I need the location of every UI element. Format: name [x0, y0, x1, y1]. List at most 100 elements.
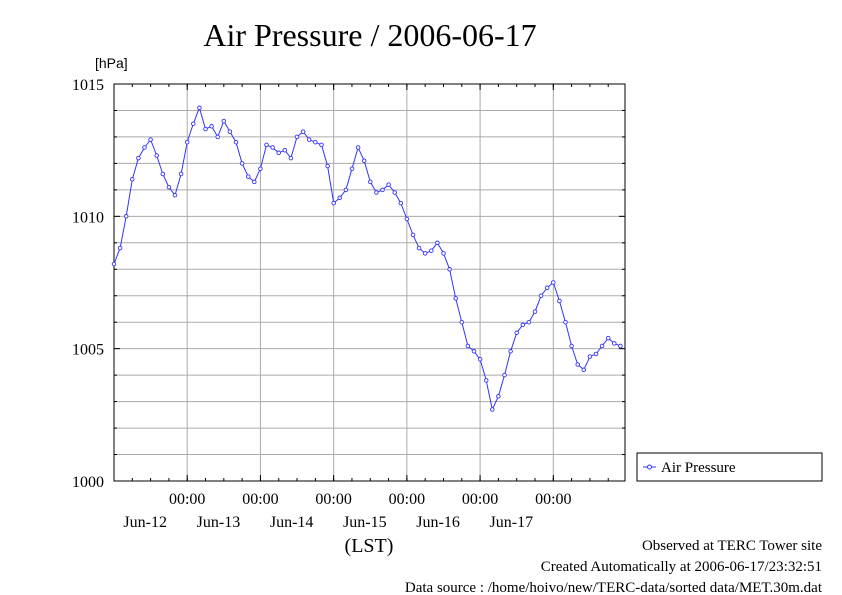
data-point	[599, 343, 605, 349]
x-tick-hour-label: 00:00	[535, 491, 571, 508]
data-point	[276, 150, 281, 156]
data-point	[477, 357, 483, 362]
data-point	[612, 341, 617, 346]
data-point	[178, 171, 184, 177]
data-point	[422, 251, 428, 256]
data-point	[416, 245, 422, 251]
x-tick-hour-label: 00:00	[389, 491, 425, 508]
data-point	[239, 161, 245, 166]
data-point	[294, 134, 300, 140]
data-point	[215, 134, 220, 140]
data-point	[526, 319, 532, 325]
data-point	[142, 145, 147, 150]
data-point	[300, 129, 306, 134]
data-point	[581, 367, 587, 373]
data-point	[306, 137, 312, 142]
data-point	[410, 232, 416, 238]
site-note: Observed at TERC Tower site	[642, 538, 822, 554]
data-point	[496, 394, 501, 399]
data-point	[258, 166, 263, 171]
grid-lines	[114, 84, 625, 481]
legend-label: Air Pressure	[661, 460, 736, 476]
y-tick-label: 1000	[72, 474, 104, 491]
data-point	[111, 261, 117, 267]
x-tick-hour-label: 00:00	[242, 491, 278, 508]
y-tick-label: 1010	[72, 209, 104, 226]
data-point	[374, 190, 379, 195]
legend-marker-symbol	[647, 464, 652, 470]
data-point	[349, 166, 355, 171]
data-point	[288, 155, 294, 161]
data-point	[483, 378, 489, 383]
created-note: Created Automatically at 2006-06-17/23:3…	[541, 559, 822, 575]
plot-frame	[113, 83, 626, 482]
data-point	[117, 245, 123, 251]
data-point	[368, 179, 373, 185]
air-pressure-points	[111, 105, 623, 412]
data-point	[471, 349, 477, 354]
data-point	[490, 407, 495, 412]
data-point	[587, 354, 593, 359]
data-point	[361, 158, 367, 164]
x-tick-date-label: Jun-12	[123, 514, 167, 531]
data-source-note: Data source : /home/hoivo/new/TERC-data/…	[405, 580, 823, 595]
air-pressure-line	[113, 106, 621, 412]
data-point	[233, 139, 239, 145]
data-point	[593, 351, 599, 357]
data-point	[282, 147, 288, 153]
x-tick-date-label: Jun-17	[490, 514, 534, 531]
x-tick-date-label: Jun-15	[343, 514, 387, 531]
data-point	[245, 174, 251, 179]
data-point	[520, 322, 526, 328]
x-tick-date-label: Jun-13	[197, 514, 241, 531]
data-point	[605, 335, 611, 341]
x-axis-label: (LST)	[345, 535, 394, 557]
x-tick-date-label: Jun-16	[416, 514, 460, 531]
data-point	[148, 137, 153, 142]
data-point	[453, 296, 458, 301]
data-point	[343, 187, 349, 193]
data-point	[191, 121, 196, 126]
x-tick-hour-label: 00:00	[315, 491, 351, 508]
data-point	[264, 142, 269, 148]
data-point	[514, 330, 519, 336]
legend-box	[636, 452, 823, 482]
data-point	[331, 200, 336, 206]
data-point	[136, 155, 141, 161]
data-point	[184, 139, 190, 145]
data-point	[325, 163, 330, 169]
data-point	[313, 139, 318, 145]
y-axis-unit: [hPa]	[95, 55, 128, 71]
data-point	[557, 298, 562, 304]
data-point	[459, 319, 465, 325]
data-point	[508, 349, 513, 354]
data-point	[435, 240, 440, 246]
data-point	[166, 184, 172, 190]
legend: Air Pressure	[636, 452, 823, 482]
data-point	[544, 285, 550, 291]
data-point	[447, 267, 452, 272]
data-point	[270, 145, 275, 150]
data-point	[154, 153, 159, 158]
data-point	[398, 200, 404, 206]
data-point	[392, 190, 397, 195]
data-point	[538, 293, 544, 298]
data-point	[160, 171, 166, 177]
data-point	[252, 179, 257, 185]
data-point	[502, 372, 507, 378]
data-point	[319, 142, 324, 148]
data-point	[337, 195, 343, 201]
x-axis: 00:00Jun-1200:00Jun-1300:00Jun-1400:00Ju…	[113, 84, 609, 531]
data-point	[355, 145, 361, 150]
data-point	[209, 124, 214, 129]
data-point	[386, 182, 391, 187]
y-tick-label: 1015	[72, 77, 104, 94]
data-point	[551, 280, 556, 285]
data-point	[404, 216, 410, 222]
data-point	[203, 126, 208, 132]
data-point	[441, 251, 446, 256]
x-tick-hour-label: 00:00	[169, 491, 205, 508]
data-point	[532, 309, 538, 314]
data-point	[575, 362, 580, 367]
